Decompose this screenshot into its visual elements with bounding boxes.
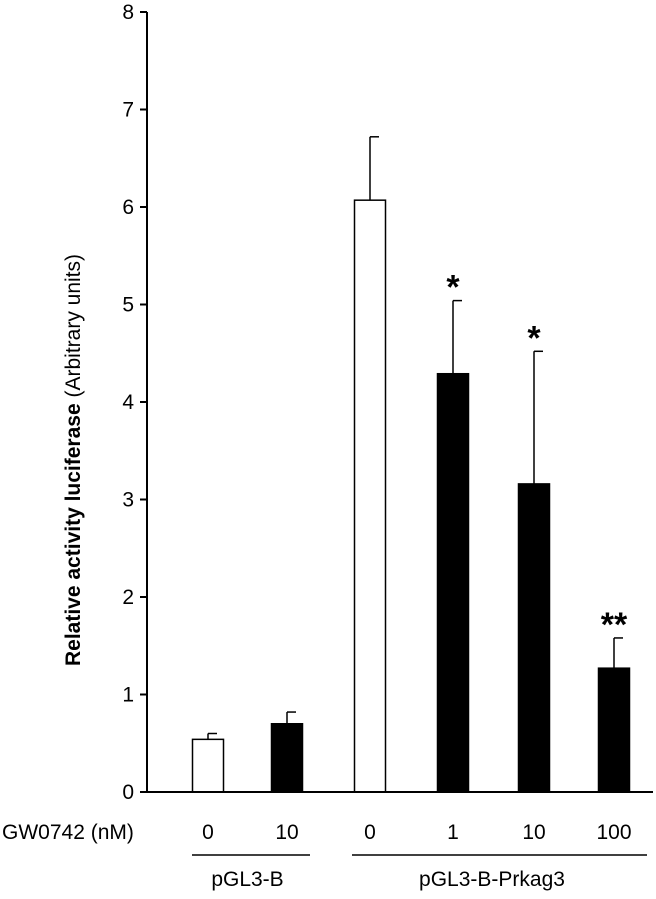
y-tick-label: 2 [122,586,134,609]
error-bar [452,299,462,374]
y-tick-label: 0 [122,781,134,804]
error-bar [286,711,296,724]
y-axis: 0 1 2 3 4 5 6 7 8 [122,1,148,804]
significance-mark: * [446,269,460,307]
bar [436,372,470,793]
bar [353,199,387,793]
group-label: pGL3-B-Prkag3 [419,868,565,891]
error-bar [369,136,379,201]
significance-mark: ** [601,606,628,644]
y-tick-label: 1 [122,684,134,707]
x-axis: 0 10 0 1 10 100 [147,791,653,844]
x-tick-label: 100 [596,821,631,844]
x-tick-label: 1 [447,821,459,844]
x-axis-title: GW0742 (nM) [2,821,134,844]
error-bar [533,350,543,484]
error-bar [207,732,217,740]
x-tick-label: 10 [275,821,298,844]
error-bar [613,637,623,669]
x-tick-label: 10 [522,821,545,844]
y-axis-label-bold: Relative activity luciferase [62,403,85,666]
y-tick-label: 5 [122,294,134,317]
bar [191,738,225,793]
group-brackets: pGL3-B pGL3-B-Prkag3 [192,854,647,891]
significance-mark: * [527,319,541,357]
y-tick-label: 3 [122,489,134,512]
bar [517,483,551,793]
svg-text:Relative activity luciferase (: Relative activity luciferase (Arbitrary … [62,254,85,666]
group-label: pGL3-B [211,868,283,891]
bar [270,723,304,793]
bar [597,667,631,793]
x-tick-label: 0 [202,821,214,844]
x-tick-label: 0 [364,821,376,844]
y-axis-label: Relative activity luciferase (Arbitrary … [62,254,85,666]
y-tick-label: 7 [122,99,134,122]
y-tick-label: 8 [122,1,134,24]
y-tick-label: 6 [122,196,134,219]
y-axis-label-units: (Arbitrary units) [62,254,85,403]
bars: **** [191,136,631,793]
y-tick-label: 4 [122,391,134,414]
